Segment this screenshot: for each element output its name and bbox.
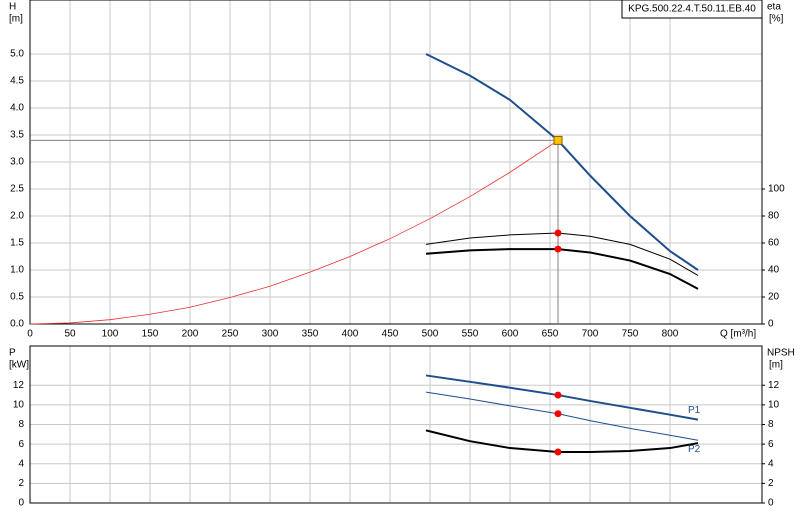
y-tick-label: 0.0 <box>10 319 24 330</box>
y-tick-label: 2.0 <box>10 211 24 222</box>
y2-axis-label: NPSH <box>767 348 795 359</box>
y-tick-label: 8 <box>18 419 24 430</box>
y2-tick-label: 10 <box>768 400 780 411</box>
operating-marker <box>554 410 562 418</box>
x-tick-label: 100 <box>102 329 119 340</box>
y-tick-label: 4 <box>18 458 24 469</box>
y2-tick-label: 60 <box>768 238 780 249</box>
y2-tick-label: 0 <box>768 498 774 509</box>
x-tick-label: 200 <box>182 329 199 340</box>
x-tick-label: 500 <box>422 329 439 340</box>
y-tick-label: 4.5 <box>10 76 24 87</box>
x-tick-label: 600 <box>502 329 519 340</box>
y2-axis-label: eta <box>767 2 781 13</box>
y-tick-label: 1.5 <box>10 238 24 249</box>
y-tick-label: 6 <box>18 439 24 450</box>
x-tick-label: 550 <box>462 329 479 340</box>
y2-tick-label: 40 <box>768 265 780 276</box>
y-tick-label: 3.5 <box>10 130 24 141</box>
y-tick-label: 2 <box>18 478 24 489</box>
y2-tick-label: 0 <box>768 319 774 330</box>
y-axis-unit: [m] <box>9 14 23 25</box>
x-tick-label: 50 <box>64 329 76 340</box>
plot-frame <box>29 0 763 325</box>
y2-tick-label: 20 <box>768 292 780 303</box>
y2-tick-label: 2 <box>768 478 774 489</box>
x-tick-label: 150 <box>142 329 159 340</box>
y2-tick-label: 12 <box>768 380 780 391</box>
y-tick-label: 4.0 <box>10 103 24 114</box>
x-tick-label: 400 <box>342 329 359 340</box>
y-tick-label: 0.5 <box>10 292 24 303</box>
operating-marker <box>554 245 562 253</box>
plot-frame <box>29 345 763 504</box>
y2-axis-unit: [%] <box>769 14 784 25</box>
x-tick-label: 300 <box>262 329 279 340</box>
y-axis-label: H <box>9 2 16 13</box>
y-tick-label: 3.0 <box>10 157 24 168</box>
y-tick-label: 0 <box>18 498 24 509</box>
y2-tick-label: 4 <box>768 458 774 469</box>
title-box <box>621 0 763 19</box>
y-tick-label: 1.0 <box>10 265 24 276</box>
x-tick-label: 650 <box>542 329 559 340</box>
x-tick-label: 350 <box>302 329 319 340</box>
y-axis-label: P <box>9 348 16 359</box>
operating-point <box>553 135 563 145</box>
series-line <box>425 248 699 290</box>
x-tick-label: 0 <box>27 329 33 340</box>
y-axis-unit: [kW] <box>9 360 29 371</box>
y2-axis-unit: [m] <box>769 360 783 371</box>
x-axis-label: Q [m³/h] <box>720 329 756 340</box>
chart-title: KPG.500.22.4.T.50.11.EB.40 <box>628 4 756 15</box>
y-tick-label: 5.0 <box>10 49 24 60</box>
series-line <box>425 232 699 276</box>
y2-tick-label: 6 <box>768 439 774 450</box>
y2-tick-label: 100 <box>768 184 785 195</box>
x-tick-label: 700 <box>582 329 599 340</box>
series-line <box>425 374 699 421</box>
series-line <box>425 53 699 271</box>
operating-marker <box>554 448 562 456</box>
y2-tick-label: 8 <box>768 419 774 430</box>
operating-marker <box>554 229 562 237</box>
operating-marker <box>554 391 562 399</box>
y-tick-label: 10 <box>13 400 25 411</box>
series-line <box>425 429 699 453</box>
x-tick-label: 800 <box>662 329 679 340</box>
series-label: P2 <box>688 444 701 455</box>
y2-tick-label: 80 <box>768 211 780 222</box>
y-tick-label: 12 <box>13 380 25 391</box>
y-tick-label: 2.5 <box>10 184 24 195</box>
x-tick-label: 250 <box>222 329 239 340</box>
x-tick-label: 750 <box>622 329 639 340</box>
series-line <box>425 391 699 441</box>
series-line <box>29 140 559 325</box>
series-label: P1 <box>688 405 701 416</box>
x-tick-label: 450 <box>382 329 399 340</box>
